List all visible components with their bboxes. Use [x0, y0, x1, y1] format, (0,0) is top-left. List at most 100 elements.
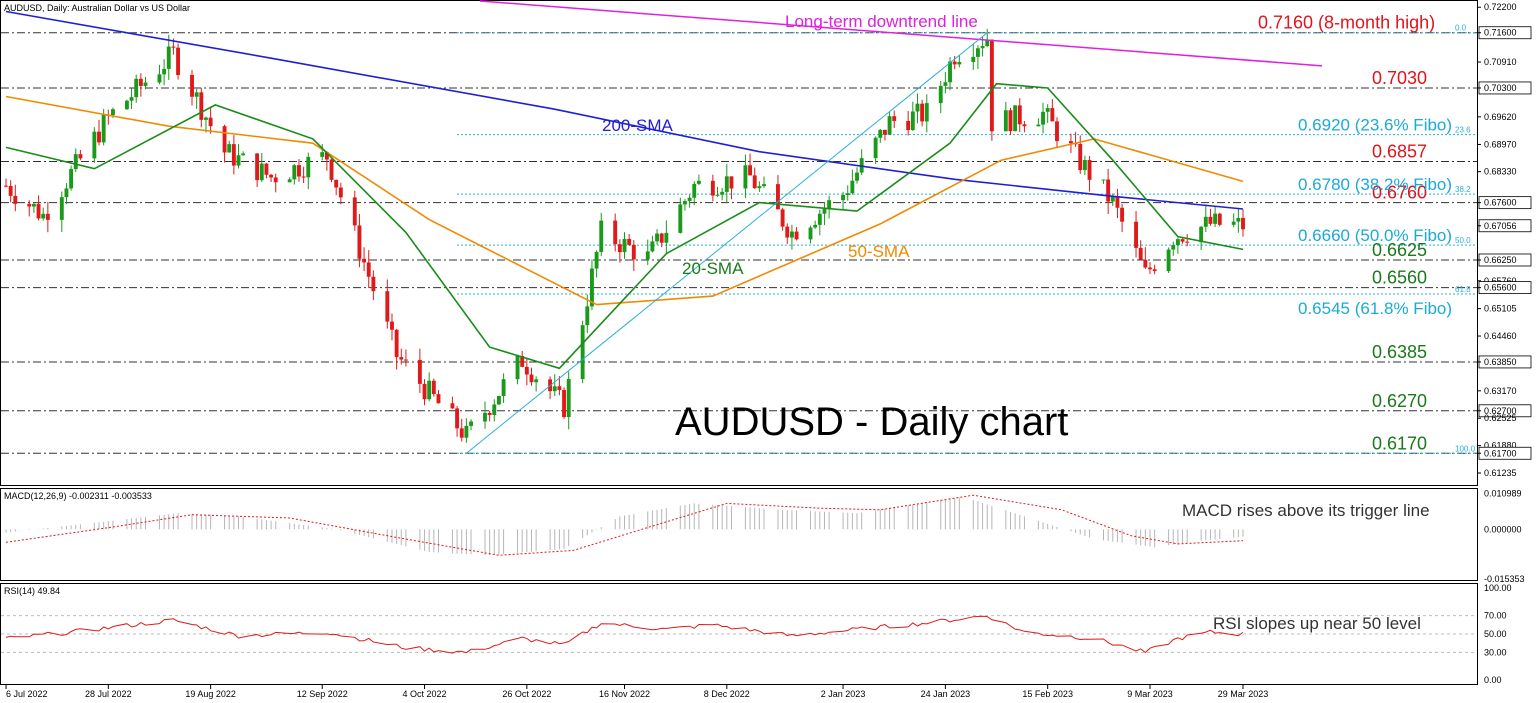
time-tick-label: 9 Mar 2023 [1127, 689, 1173, 699]
candle-body [92, 131, 97, 159]
candle-body [1175, 239, 1180, 246]
sma200-label: 200-SMA [602, 116, 674, 135]
candles [4, 28, 1245, 443]
candle-body [1231, 221, 1236, 225]
level-label: 0.7030 [1372, 68, 1427, 88]
price-panel [0, 0, 1478, 486]
price-tick-label: 0.68970 [1484, 139, 1517, 149]
rsi-tick-label: 30.00 [1484, 647, 1507, 657]
candle-body [1203, 216, 1208, 227]
candle-body [259, 163, 264, 181]
candle-body [208, 117, 213, 127]
price-tick-label: 0.65760 [1484, 276, 1517, 286]
price-tick-label: 0.67056 [1484, 221, 1517, 231]
price-axis: 0.72200 0.71600 0.70910 0.70300 0.69620 0.689… [1477, 2, 1532, 478]
candle-body [1143, 259, 1148, 268]
time-tick-label: 6 Jul 2022 [6, 689, 48, 699]
candle-body [64, 188, 69, 198]
level-label: 0.6270 [1372, 391, 1427, 411]
candle-body [882, 129, 887, 135]
candle-body [789, 231, 794, 238]
candle-body [887, 116, 892, 135]
candle-body [1134, 221, 1138, 248]
candle-body [204, 117, 208, 120]
fibo-trend-line [466, 32, 988, 454]
candle-body [138, 78, 143, 86]
time-tick-label: 2 Jan 2023 [821, 689, 866, 699]
candle-body [757, 186, 762, 189]
price-tick-label: 0.65600 [1484, 283, 1517, 293]
candle-body [134, 78, 139, 98]
price-tick-label: 0.61700 [1484, 448, 1517, 458]
candle-body [1013, 105, 1018, 132]
candle-body [873, 137, 878, 159]
series-line [5, 10, 1244, 210]
candle-body [45, 213, 50, 220]
candle-body [645, 251, 650, 260]
level-label: 0.6385 [1372, 342, 1427, 362]
candle-body [199, 92, 204, 120]
price-tick-label: 0.72200 [1484, 2, 1517, 12]
rsi-line [5, 615, 1244, 654]
candle-body [269, 174, 274, 178]
candle-body [724, 176, 729, 192]
candle-body [622, 238, 627, 253]
downtrend-label: Long-term downtrend line [785, 12, 978, 31]
level-labels: 0.7160 (8-month high)0.70300.68570.67600… [1258, 13, 1452, 454]
candle-body [171, 46, 176, 48]
candle-body [111, 109, 115, 116]
candle-body [910, 111, 915, 131]
series-line [5, 82, 1244, 370]
candle-body [124, 100, 129, 110]
candle-body [948, 61, 952, 83]
candle-body [952, 61, 957, 65]
candle-body [371, 276, 376, 292]
candle-body [222, 126, 227, 153]
candle-body [817, 213, 822, 225]
candle-body [1068, 141, 1073, 144]
fibo-pct: 0.0 [1455, 24, 1467, 33]
candle-body [659, 233, 664, 243]
candle-body [650, 241, 655, 252]
candle-body [41, 213, 46, 219]
candle-body [320, 152, 325, 157]
candle-body [557, 386, 562, 390]
candle-body [399, 357, 404, 360]
price-tick-label: 0.61235 [1484, 468, 1517, 478]
candle-body [8, 185, 13, 196]
time-tick-label: 4 Oct 2022 [403, 689, 447, 699]
candle-body [696, 180, 701, 184]
fibo-pct: 23.6 [1455, 126, 1471, 135]
candle-body [31, 203, 36, 207]
price-tick-label: 0.68330 [1484, 167, 1517, 177]
candle-body [157, 74, 162, 83]
macd-signal-line [5, 494, 1244, 556]
candle-body [552, 386, 557, 392]
candle-body [1199, 226, 1204, 243]
candle-body [924, 103, 929, 122]
candle-body [1110, 196, 1115, 202]
time-axis: 6 Jul 2022 28 Jul 2022 19 Aug 2022 12 Sep 2… [5, 685, 1268, 699]
candle-body [324, 152, 329, 160]
candle-body [1017, 105, 1022, 125]
candle-body [190, 74, 194, 97]
candle-body [524, 366, 529, 375]
time-tick-label: 8 Dec 2022 [704, 689, 750, 699]
candle-body [464, 425, 469, 438]
candle-body [166, 46, 171, 69]
price-tick-label: 0.67600 [1484, 198, 1517, 208]
time-tick-label: 15 Feb 2023 [1022, 689, 1073, 699]
candle-body [1217, 213, 1222, 225]
candle-body [36, 203, 41, 219]
candle-body [1050, 108, 1055, 122]
fibo-label: 0.6545 (61.8% Fibo) [1298, 299, 1452, 318]
candle-body [390, 321, 394, 330]
candle-body [534, 379, 539, 383]
level-label: 0.6560 [1372, 268, 1427, 288]
candle-body [422, 383, 427, 400]
candle-body [436, 394, 441, 404]
candle-body [780, 209, 785, 227]
candle-body [794, 231, 799, 240]
candle-body [906, 120, 911, 131]
candle-body [1236, 217, 1241, 222]
